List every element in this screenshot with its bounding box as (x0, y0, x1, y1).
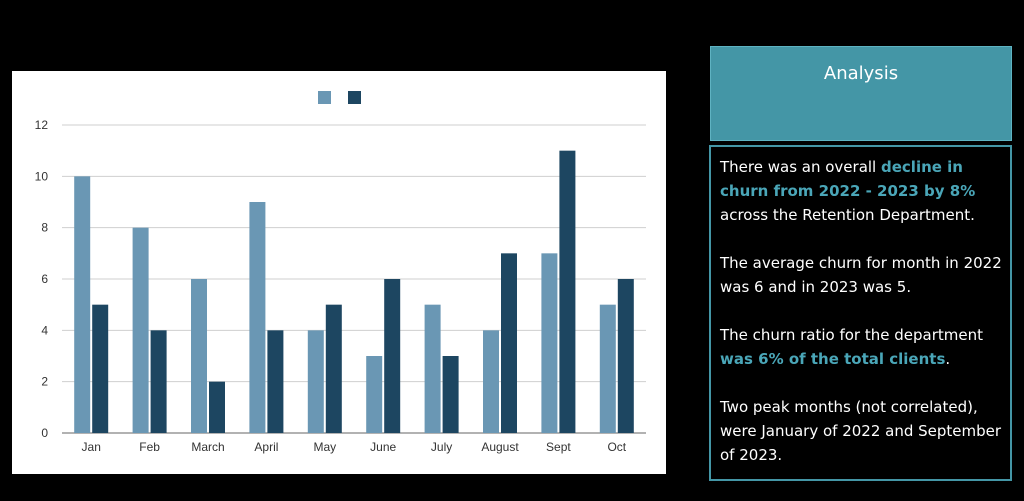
analysis-header: Analysis (710, 46, 1012, 141)
x-tick-label: May (313, 440, 336, 454)
bar (366, 356, 383, 433)
analysis-text: The churn ratio for the department (720, 326, 983, 344)
x-tick-label: Feb (139, 440, 160, 454)
bar (617, 279, 634, 433)
bar (209, 381, 225, 433)
x-tick-label: Jan (82, 440, 101, 454)
analysis-paragraph-1: There was an overall decline in churn fr… (720, 155, 1002, 227)
analysis-paragraph-4: Two peak months (not correlated), were J… (720, 398, 1002, 464)
analysis-body: There was an overall decline in churn fr… (709, 145, 1012, 481)
analysis-paragraph-2: The average churn for month in 2022 was … (720, 254, 1002, 296)
analysis-title: Analysis (823, 63, 899, 84)
bar (384, 279, 401, 433)
analysis-text: There was an overall (720, 158, 881, 176)
y-tick-label: 4 (41, 323, 48, 337)
y-tick-label: 12 (35, 118, 49, 132)
chart-panel: 0 2 4 6 8 10 12 Jan Feb March April May June July Augu… (12, 71, 666, 474)
x-tick-label: Oct (607, 440, 626, 454)
bar (424, 304, 441, 433)
bar (150, 330, 167, 433)
x-tick-label: July (431, 440, 452, 454)
x-tick-label: Sept (546, 440, 571, 454)
analysis-highlight: decline in churn from 2022 - 2023 by 8% (720, 158, 976, 200)
bar (501, 253, 517, 433)
bar (442, 356, 459, 433)
bar-chart: 0 2 4 6 8 10 12 Jan Feb March April May June July Augu… (35, 91, 646, 454)
analysis-paragraph-3: The churn ratio for the department was 6… (720, 323, 1002, 371)
legend-swatch (348, 91, 361, 104)
y-tick-label: 8 (41, 221, 48, 235)
bar (267, 330, 284, 433)
bar (74, 176, 91, 433)
bar (307, 330, 324, 433)
x-tick-label: August (481, 440, 519, 454)
y-tick-label: 6 (41, 272, 48, 286)
x-tick-label: March (191, 440, 224, 454)
bar (191, 279, 207, 433)
y-tick-label: 2 (41, 375, 48, 389)
bar (599, 304, 616, 433)
bar (483, 330, 499, 433)
bar (132, 227, 149, 433)
y-tick-label: 0 (41, 426, 48, 440)
y-tick-label: 10 (35, 169, 49, 183)
bar (92, 304, 109, 433)
analysis-text: across the Retention Department. (720, 206, 975, 224)
bar (541, 253, 558, 433)
bar (249, 202, 266, 433)
bar (559, 150, 576, 433)
x-tick-label: April (254, 440, 278, 454)
x-tick-label: June (370, 440, 396, 454)
analysis-text: . (945, 350, 951, 368)
legend-swatch (318, 91, 331, 104)
bar (325, 304, 342, 433)
analysis-highlight: was 6% of the total clients (720, 350, 946, 368)
